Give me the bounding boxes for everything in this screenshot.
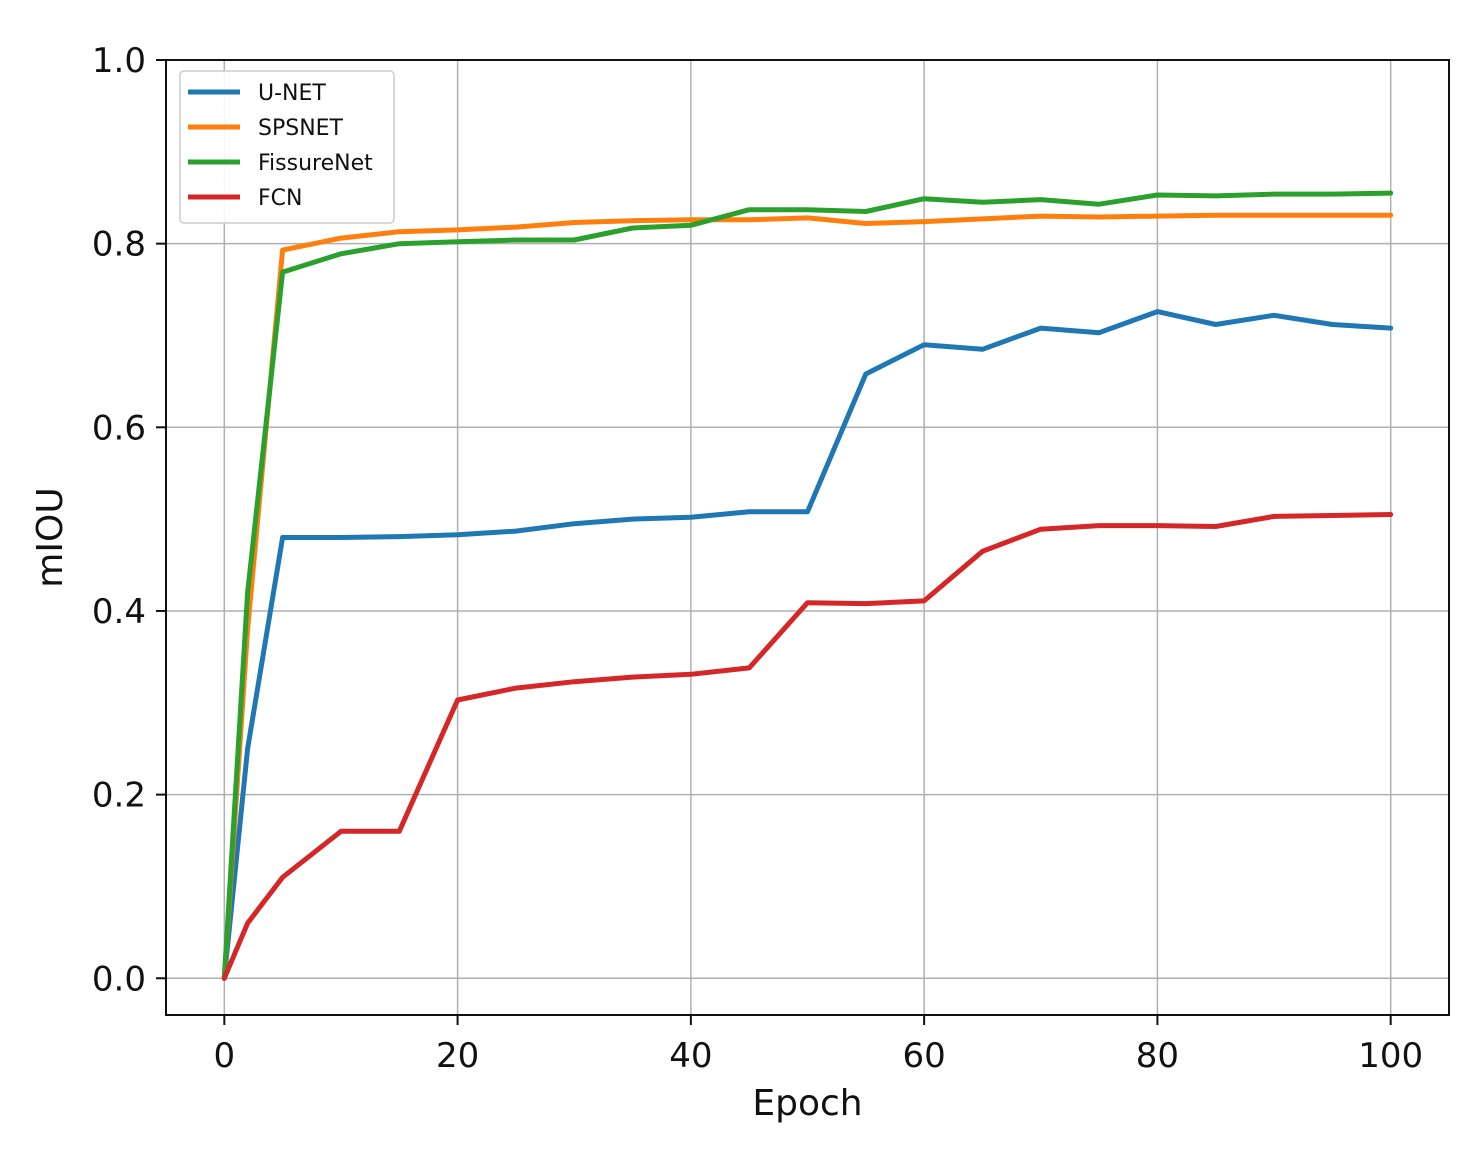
legend-label: SPSNET — [258, 116, 344, 141]
legend-label: FCN — [258, 186, 302, 211]
x-tick-label: 100 — [1358, 1036, 1423, 1076]
series-line-fissurenet — [221, 190, 1394, 981]
series-lines — [221, 190, 1394, 981]
x-axis-ticks: 0 20 40 60 80 100 — [213, 1015, 1423, 1076]
x-tick-label: 80 — [1136, 1036, 1179, 1076]
y-tick-label: 0.2 — [92, 776, 146, 816]
x-tick-label: 0 — [213, 1036, 235, 1076]
x-tick-label: 40 — [669, 1036, 712, 1076]
y-tick-label: 0.6 — [92, 408, 146, 448]
y-axis-title: mIOU — [30, 487, 71, 587]
y-tick-label: 0.0 — [92, 959, 146, 999]
series-line-u-net — [221, 309, 1394, 981]
legend-label: U-NET — [258, 81, 326, 106]
legend: U-NET SPSNET FissureNet FCN — [179, 70, 395, 224]
x-tick-label: 20 — [436, 1036, 479, 1076]
x-axis-title: Epoch — [752, 1083, 862, 1124]
x-tick-label: 60 — [903, 1036, 946, 1076]
legend-box — [179, 70, 395, 224]
y-tick-label: 1.0 — [92, 41, 146, 81]
series-line-fcn — [221, 512, 1394, 981]
plot-frame — [165, 59, 1450, 1016]
y-tick-label: 0.8 — [92, 225, 146, 265]
y-axis-ticks: 0.0 0.2 0.4 0.6 0.8 1.0 — [92, 41, 166, 999]
series-line-spsnet — [221, 212, 1394, 981]
legend-label: FissureNet — [258, 151, 373, 176]
y-tick-label: 0.4 — [92, 592, 146, 632]
